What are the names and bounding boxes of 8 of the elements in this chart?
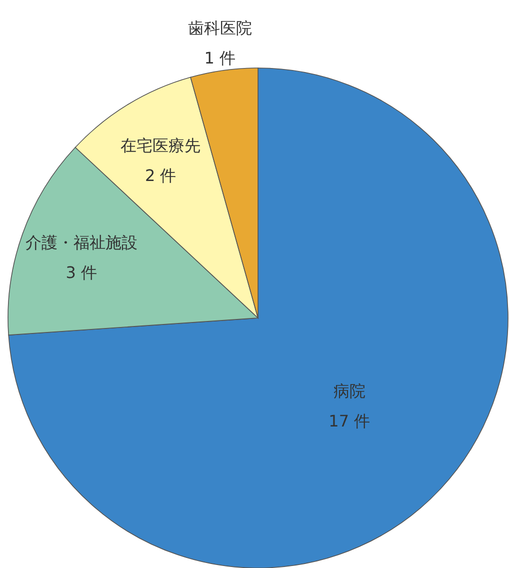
- data-label: 1 件: [204, 48, 236, 68]
- slice-label: 歯科医院: [188, 18, 252, 38]
- data-label: 17 件: [328, 411, 370, 430]
- data-label: 3 件: [66, 263, 97, 282]
- slice-label: 病院: [333, 381, 366, 400]
- slice-label: 介護・福祉施設: [25, 233, 138, 252]
- data-label: 2 件: [144, 166, 176, 185]
- slice-label: 在宅医療先: [120, 136, 201, 155]
